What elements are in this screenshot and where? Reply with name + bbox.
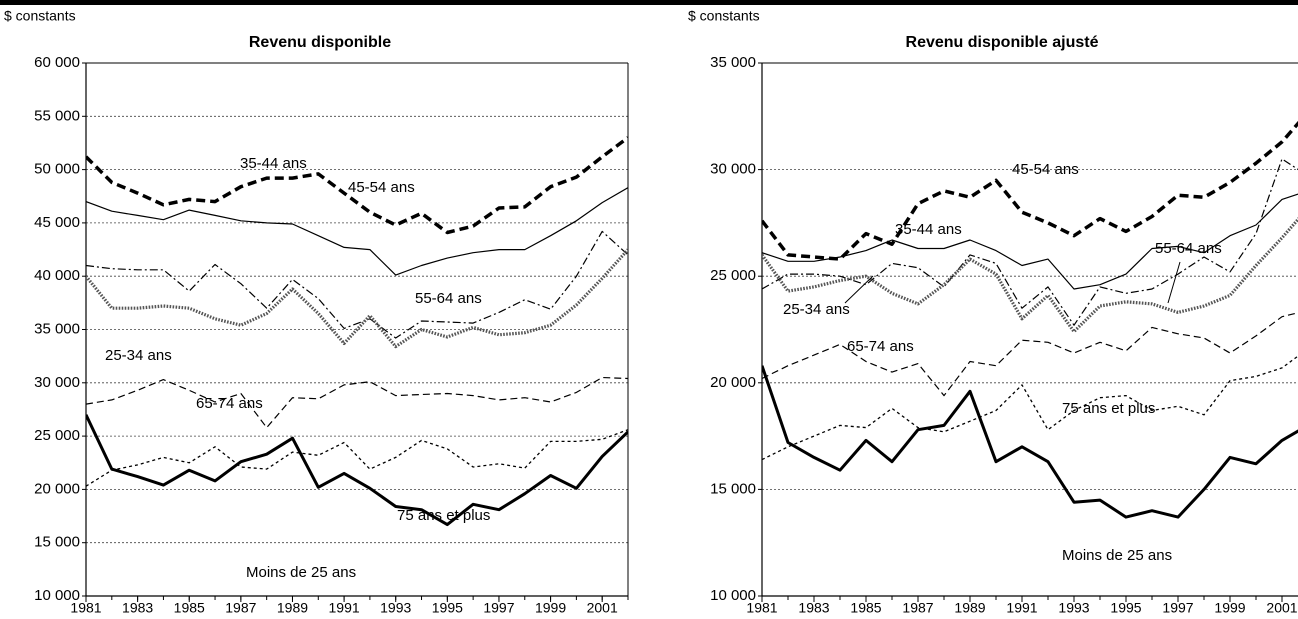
series-label: 45-54 ans xyxy=(1012,161,1079,178)
series-label: 25-34 ans xyxy=(783,301,850,318)
series-label: 35-44 ans xyxy=(240,155,307,172)
x-tick-label: 1999 xyxy=(1214,600,1245,616)
series-label: 55-64 ans xyxy=(415,290,482,307)
y-tick-label: 60 000 xyxy=(34,54,80,71)
y-tick-label: 20 000 xyxy=(34,480,80,497)
series-line xyxy=(762,217,1298,334)
x-tick-label: 1995 xyxy=(432,600,463,616)
series-line xyxy=(86,187,628,276)
series-label: 55-64 ans xyxy=(1155,240,1222,257)
x-tick-label: 1997 xyxy=(1162,600,1193,616)
y-tick-label: 15 000 xyxy=(34,534,80,551)
x-tick-label: 1983 xyxy=(122,600,153,616)
series-label: 65-74 ans xyxy=(847,338,914,355)
top-rule xyxy=(0,0,1298,5)
y-tick-label: 15 000 xyxy=(710,480,756,497)
x-tick-label: 1987 xyxy=(225,600,256,616)
x-tick-label: 1989 xyxy=(954,600,985,616)
series-label: Moins de 25 ans xyxy=(246,564,356,581)
x-tick-label: 2001 xyxy=(1266,600,1297,616)
series-line xyxy=(86,376,628,429)
x-tick-label: 1991 xyxy=(1006,600,1037,616)
series-line xyxy=(86,248,628,349)
series-label: 75 ans et plus xyxy=(1062,400,1155,417)
series-line xyxy=(86,136,628,235)
y-tick-label: 35 000 xyxy=(710,54,756,71)
series-label: 45-54 ans xyxy=(348,179,415,196)
x-tick-label: 1985 xyxy=(850,600,881,616)
y-tick-label: 30 000 xyxy=(34,374,80,391)
y-axis-label: $ constants xyxy=(688,8,760,24)
x-tick-label: 1999 xyxy=(535,600,566,616)
y-tick-label: 25 000 xyxy=(710,267,756,284)
chart-title: Revenu disponible xyxy=(249,34,391,51)
series-label: 65-74 ans xyxy=(196,395,263,412)
y-tick-label: 10 000 xyxy=(710,587,756,604)
x-tick-label: 1983 xyxy=(798,600,829,616)
series-line xyxy=(762,120,1298,261)
chart-title: Revenu disponible ajusté xyxy=(906,34,1099,51)
series-label: 35-44 ans xyxy=(895,221,962,238)
x-tick-label: 1985 xyxy=(174,600,205,616)
series-label: 75 ans et plus xyxy=(397,507,490,524)
series-line xyxy=(86,414,628,527)
x-tick-label: 1981 xyxy=(746,600,777,616)
series-line xyxy=(762,355,1298,461)
y-tick-label: 10 000 xyxy=(34,587,80,604)
x-tick-label: 1993 xyxy=(1058,600,1089,616)
y-tick-label: 25 000 xyxy=(34,427,80,444)
y-tick-label: 55 000 xyxy=(34,107,80,124)
series-line xyxy=(762,365,1298,519)
leader-line xyxy=(1167,261,1181,304)
y-tick-label: 45 000 xyxy=(34,214,80,231)
leader-line xyxy=(844,275,874,304)
x-tick-label: 1997 xyxy=(483,600,514,616)
series-label: Moins de 25 ans xyxy=(1062,547,1172,564)
x-tick-label: 1993 xyxy=(380,600,411,616)
y-tick-label: 40 000 xyxy=(34,267,80,284)
y-tick-label: 50 000 xyxy=(34,161,80,178)
x-tick-label: 1987 xyxy=(902,600,933,616)
series-label: 25-34 ans xyxy=(105,347,172,364)
x-tick-label: 1991 xyxy=(329,600,360,616)
x-tick-label: 1989 xyxy=(277,600,308,616)
series-line xyxy=(86,429,628,487)
x-tick-label: 1995 xyxy=(1110,600,1141,616)
series-line xyxy=(86,230,628,339)
series-line xyxy=(762,193,1298,290)
series-line xyxy=(762,158,1298,326)
y-tick-label: 20 000 xyxy=(710,374,756,391)
x-tick-label: 1981 xyxy=(70,600,101,616)
y-tick-label: 30 000 xyxy=(710,161,756,178)
y-tick-label: 35 000 xyxy=(34,320,80,337)
series-line xyxy=(762,312,1298,397)
y-axis-label: $ constants xyxy=(4,8,76,24)
x-tick-label: 2001 xyxy=(587,600,618,616)
